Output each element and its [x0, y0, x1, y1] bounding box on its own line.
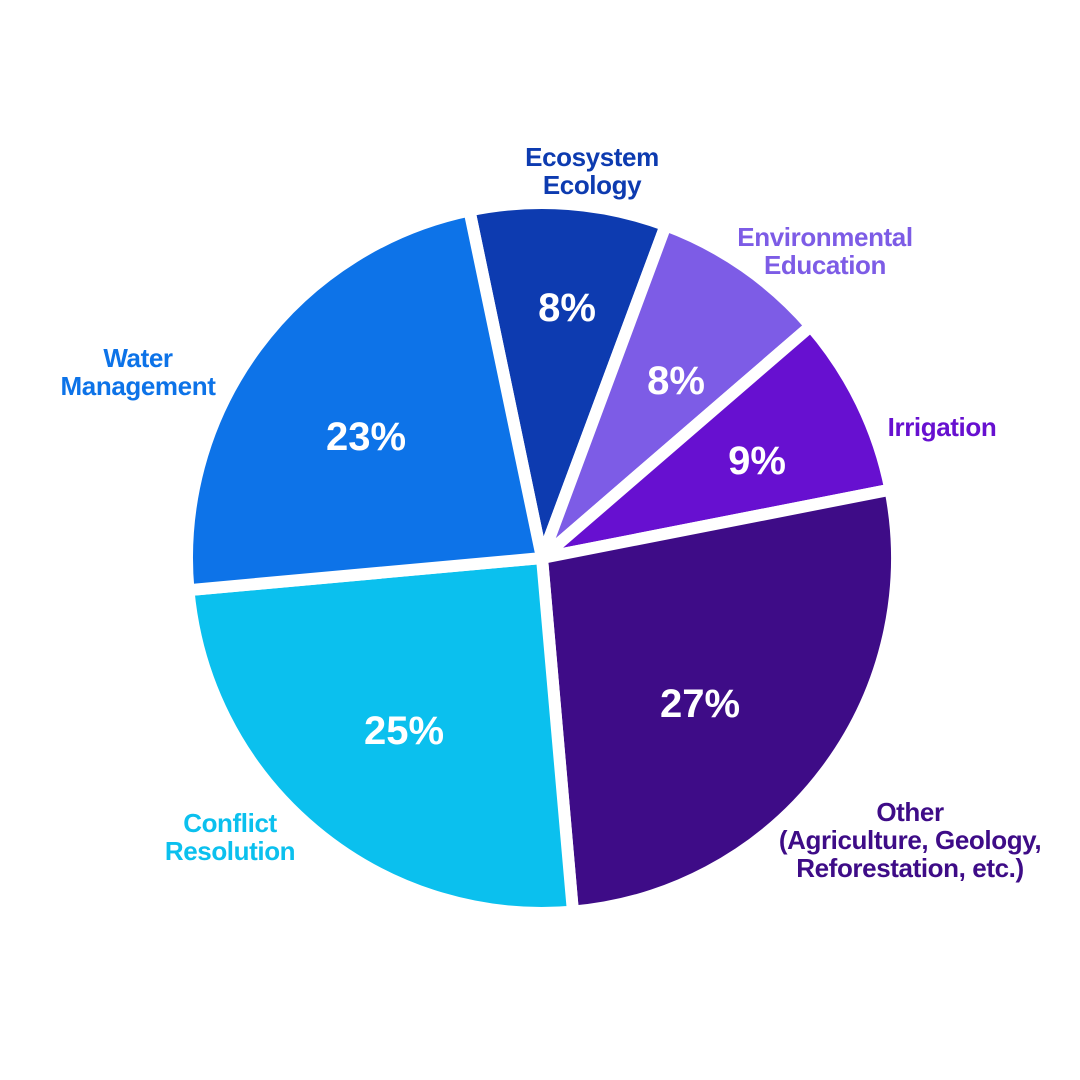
- pie-slice-ecosystem-ecology: [463, 197, 672, 564]
- slice-label-line: Ecosystem: [525, 142, 659, 172]
- pie-slices: [181, 197, 903, 919]
- pie-slice-other: [536, 483, 903, 918]
- slice-category-labels: Ecosystem Ecology Environmental Education Ir…: [61, 142, 1042, 883]
- slice-label-line: Education: [764, 250, 886, 280]
- slice-value-irrigation: 9%: [728, 439, 786, 483]
- pie-slice-water-management: [181, 204, 548, 597]
- slice-value-water-management: 23%: [326, 415, 406, 459]
- slice-label-line: Other: [876, 797, 944, 827]
- slice-label-irrigation: Irrigation: [888, 412, 997, 442]
- slice-label-line: Irrigation: [888, 412, 997, 442]
- slice-label-line: Reforestation, etc.): [796, 853, 1024, 883]
- slice-value-labels: 8% 8% 9% 27% 25% 23%: [326, 286, 786, 753]
- pie-slice-irrigation: [536, 320, 897, 564]
- slice-label-water-management: Water Management: [61, 343, 217, 401]
- slice-label-ecosystem-ecology: Ecosystem Ecology: [525, 142, 659, 200]
- slice-label-line: Environmental: [737, 222, 912, 252]
- slice-label-line: Resolution: [165, 836, 295, 866]
- slice-value-conflict-resolution: 25%: [364, 709, 444, 753]
- slice-label-line: Management: [61, 371, 217, 401]
- slice-label-environmental-education: Environmental Education: [737, 222, 912, 280]
- slice-label-line: Water: [103, 343, 173, 373]
- slice-label-line: (Agriculture, Geology,: [779, 825, 1041, 855]
- pie-slice-environmental-education: [536, 219, 817, 564]
- slice-label-other: Other (Agriculture, Geology, Reforestation…: [779, 797, 1041, 883]
- slice-label-conflict-resolution: Conflict Resolution: [165, 808, 295, 866]
- slice-value-environmental-education: 8%: [647, 359, 705, 403]
- slice-value-other: 27%: [660, 682, 740, 726]
- slice-label-line: Conflict: [183, 808, 277, 838]
- slice-label-line: Ecology: [543, 170, 642, 200]
- slice-value-ecosystem-ecology: 8%: [538, 286, 596, 330]
- pie-slice-conflict-resolution: [182, 552, 579, 919]
